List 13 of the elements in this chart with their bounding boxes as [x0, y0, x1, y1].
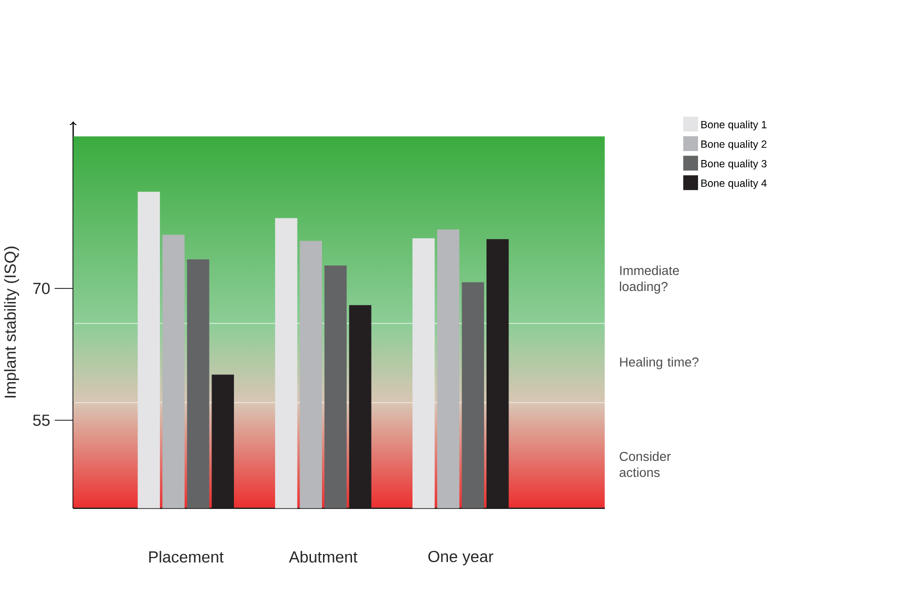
band-label: Consider actions: [620, 451, 671, 477]
x-tick-label: Abutment: [288, 550, 358, 562]
legend-label: Bone quality 2: [701, 140, 766, 150]
band-label: Healing time?: [620, 357, 698, 370]
legend-label: Bone quality 3: [701, 160, 766, 170]
y-tick-label: 70: [33, 282, 50, 294]
legend-label: Bone quality 1: [701, 120, 766, 130]
x-tick-label: One year: [428, 550, 494, 566]
x-tick-label: Placement: [149, 550, 224, 562]
y-tick-label: 55: [33, 414, 50, 426]
y-axis-title: Implant stability (ISQ): [4, 246, 20, 398]
band-label: Immediate loading?: [620, 265, 679, 294]
legend-label: Bone quality 4: [701, 179, 767, 189]
